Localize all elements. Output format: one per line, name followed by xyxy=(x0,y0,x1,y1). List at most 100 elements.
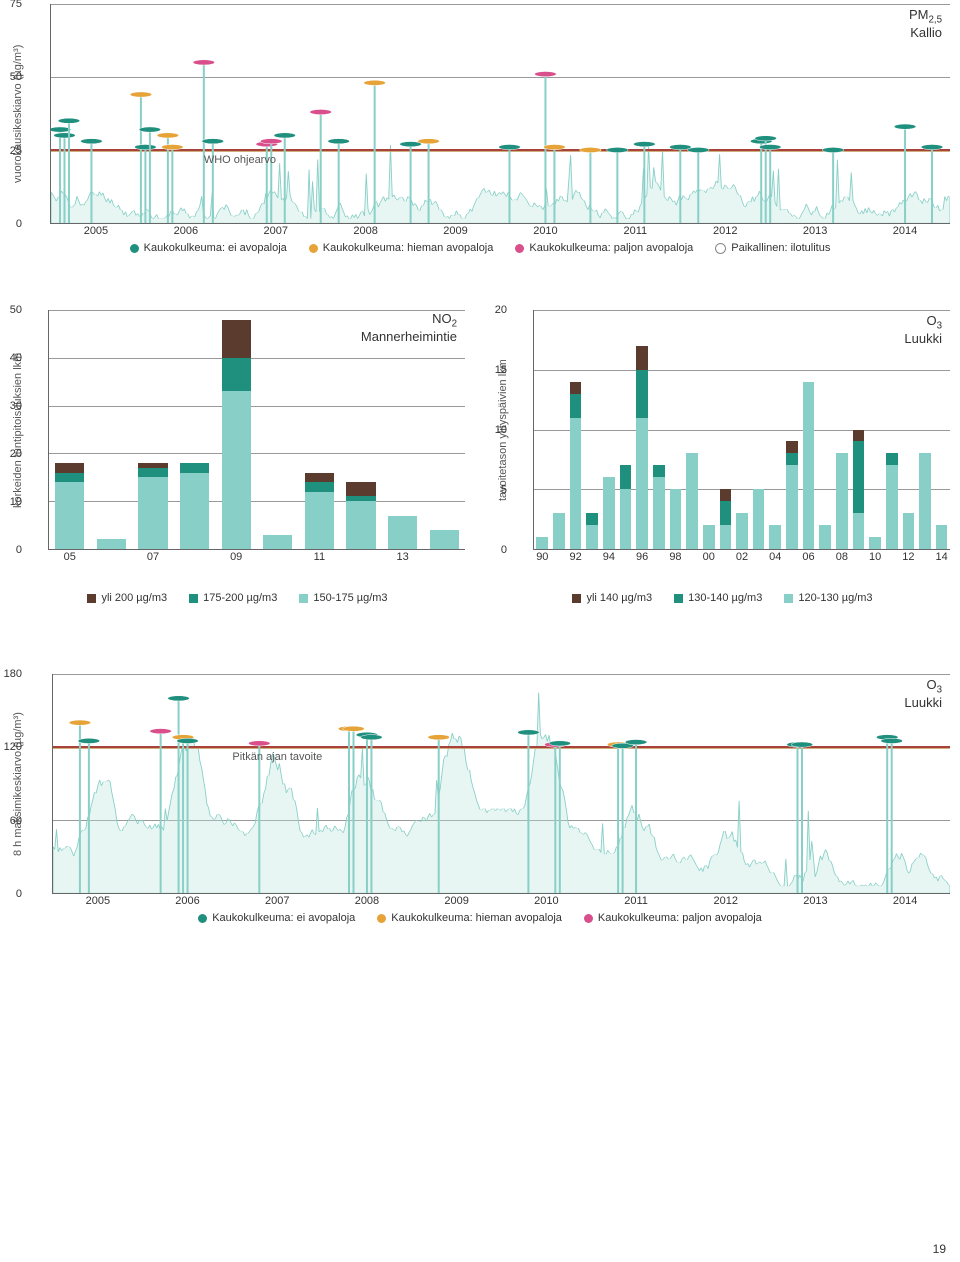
chart2a-ylabel: korkeiden tuntipitoisuuksien lkm xyxy=(10,310,26,550)
bar-segment xyxy=(138,477,167,549)
legend-label: Kaukokulkeuma: hieman avopaloja xyxy=(391,912,562,924)
bar-segment xyxy=(586,513,598,525)
legend-item: Kaukokulkeuma: paljon avopaloja xyxy=(584,912,762,924)
bar-segment xyxy=(346,496,375,501)
xtick: 06 xyxy=(802,549,814,563)
xtick: 2012 xyxy=(714,893,738,907)
xtick: 96 xyxy=(636,549,648,563)
xtick: 11 xyxy=(314,549,325,563)
bar-segment xyxy=(686,453,698,549)
legend-item: Kaukokulkeuma: paljon avopaloja xyxy=(515,242,693,254)
bar-segment xyxy=(138,463,167,468)
bar-segment xyxy=(620,465,632,489)
bar-segment xyxy=(346,482,375,496)
gridline xyxy=(534,430,950,431)
xtick: 92 xyxy=(569,549,581,563)
legend-swatch xyxy=(784,594,793,603)
bar-segment xyxy=(430,530,459,549)
chart3-ylabel: 8 h maksimikeskiarvo (µg/m³) xyxy=(10,674,26,894)
chart2b-legend: yli 140 µg/m3 130-140 µg/m3 120-130 µg/m3 xyxy=(495,592,950,604)
legend-item: Kaukokulkeuma: ei avopaloja xyxy=(198,912,355,924)
xtick: 2009 xyxy=(443,223,467,237)
legend-item: Kaukokulkeuma: ei avopaloja xyxy=(130,242,287,254)
ytick: 180 xyxy=(4,668,26,680)
bar-segment xyxy=(305,473,334,483)
ytick: 75 xyxy=(10,0,26,10)
gridline xyxy=(49,310,465,311)
bar-segment xyxy=(853,441,865,513)
bar-segment xyxy=(570,382,582,394)
bar-segment xyxy=(180,463,209,473)
bar-segment xyxy=(720,489,732,501)
xtick: 04 xyxy=(769,549,781,563)
chart2b-plot: O3Luukki 90929496980002040608101214 xyxy=(533,310,950,550)
bar-segment xyxy=(670,489,682,549)
bar-segment xyxy=(869,537,881,549)
bar-segment xyxy=(636,346,648,370)
legend-swatch xyxy=(572,594,581,603)
bar-segment xyxy=(536,537,548,549)
legend-item: 130-140 µg/m3 xyxy=(674,592,762,604)
legend-swatch xyxy=(515,244,524,253)
bar-segment xyxy=(903,513,915,549)
ytick: 20 xyxy=(10,448,26,460)
ytick: 10 xyxy=(495,424,511,436)
legend-item: yli 140 µg/m3 xyxy=(572,592,652,604)
bar-segment xyxy=(636,370,648,418)
legend-swatch xyxy=(87,594,96,603)
ytick: 15 xyxy=(495,364,511,376)
bar-segment xyxy=(753,489,765,549)
chart2a-title: NO2Mannerheimintie xyxy=(361,312,457,345)
chart2a-legend: yli 200 µg/m3175-200 µg/m3150-175 µg/m3 xyxy=(10,592,465,604)
legend-label: 130-140 µg/m3 xyxy=(688,592,762,604)
chart-bars-row: korkeiden tuntipitoisuuksien lkm 0102030… xyxy=(10,310,950,550)
chart1-plot: PM2,5Kallio 2005200620072008200920102011… xyxy=(50,4,950,224)
legend-label: Kaukokulkeuma: paljon avopaloja xyxy=(598,912,762,924)
legend-label: 120-130 µg/m3 xyxy=(798,592,872,604)
ytick: 120 xyxy=(4,741,26,753)
bar-segment xyxy=(720,525,732,549)
ytick: 0 xyxy=(501,544,511,556)
chart1-ylabel: vuorokausikeskiarvo (µg/m³) xyxy=(10,4,26,224)
bar-segment xyxy=(305,492,334,549)
bar-segment xyxy=(720,501,732,525)
bar-segment xyxy=(919,453,931,549)
ytick: 50 xyxy=(10,304,26,316)
ytick: 0 xyxy=(16,218,26,230)
xtick: 2006 xyxy=(175,893,199,907)
chart1-legend: Kaukokulkeuma: ei avopaloja Kaukokulkeuma… xyxy=(10,242,950,254)
bar-segment xyxy=(620,489,632,549)
bar-segment xyxy=(570,418,582,549)
bar-segment xyxy=(769,525,781,549)
chart-o3-ts-row: 8 h maksimikeskiarvo (µg/m³) 060120180 O… xyxy=(10,674,950,894)
gridline xyxy=(534,370,950,371)
xtick: 14 xyxy=(936,549,948,563)
bar-segment xyxy=(819,525,831,549)
xtick: 07 xyxy=(147,549,159,563)
ytick: 20 xyxy=(495,304,511,316)
xtick: 2005 xyxy=(84,223,108,237)
bar-segment xyxy=(886,453,898,465)
xtick: 2008 xyxy=(355,893,379,907)
xtick: 2011 xyxy=(624,893,648,907)
xtick: 94 xyxy=(603,549,615,563)
ytick: 5 xyxy=(501,484,511,496)
xtick: 2009 xyxy=(444,893,468,907)
xtick: 2006 xyxy=(174,223,198,237)
chart2a-plot: NO2Mannerheimintie 0507091113 xyxy=(48,310,465,550)
bar-segment xyxy=(636,418,648,549)
ytick: 40 xyxy=(10,352,26,364)
xtick: 2005 xyxy=(86,893,110,907)
legend-swatch xyxy=(584,914,593,923)
gridline xyxy=(49,406,465,407)
legend-label: 150-175 µg/m3 xyxy=(313,592,387,604)
ytick: 25 xyxy=(10,145,26,157)
xtick: 09 xyxy=(230,549,242,563)
gridline xyxy=(49,453,465,454)
bar-segment xyxy=(653,477,665,549)
chart-pm25-row: vuorokausikeskiarvo (µg/m³) 0255075 PM2,… xyxy=(10,4,950,224)
bar-segment xyxy=(786,441,798,453)
xtick: 2013 xyxy=(803,893,827,907)
chart2b-title: O3Luukki xyxy=(904,314,942,347)
bar-segment xyxy=(786,465,798,549)
